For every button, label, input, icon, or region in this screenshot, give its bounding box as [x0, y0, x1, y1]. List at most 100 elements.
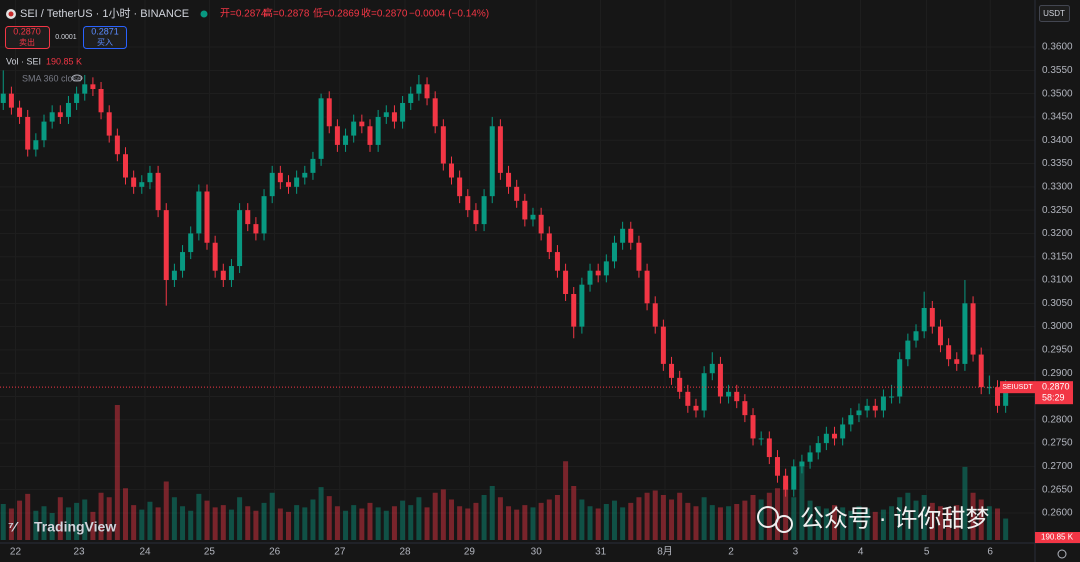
volume-bar [245, 506, 251, 540]
candle-body [33, 140, 39, 150]
candle-body [734, 391, 740, 402]
volume-bar [212, 507, 218, 540]
volume-bar [473, 502, 479, 540]
volume-bar [962, 466, 968, 540]
watermark-icon [757, 506, 779, 528]
candle-body [563, 270, 569, 294]
settings-icon[interactable] [1057, 549, 1067, 559]
volume-bar [921, 495, 927, 540]
volume-bar [489, 486, 495, 540]
candle-body [114, 135, 120, 155]
candle-body [383, 112, 389, 117]
candle-body [131, 177, 137, 187]
logo-mark: ⁷⁄ [8, 519, 19, 535]
volume-tag-label: 190.85 K [1041, 533, 1074, 542]
candle-body [538, 214, 544, 234]
candles [0, 70, 1035, 497]
currency[interactable]: USDT [1043, 9, 1065, 18]
candle-body [709, 363, 715, 374]
volume-bar [171, 497, 177, 540]
volume-bar [880, 509, 886, 540]
candle-body [465, 196, 471, 211]
candle-body [269, 172, 275, 197]
candle-body [872, 405, 878, 411]
volume-bar [628, 502, 634, 540]
x-tick-label: 6 [987, 547, 993, 558]
candle-body [766, 438, 772, 458]
volume-bar [106, 497, 112, 540]
candle-body [318, 98, 324, 159]
visibility-icon[interactable] [71, 74, 83, 82]
candle-body [669, 363, 675, 378]
y-tick-label: 0.2650 [1042, 484, 1073, 495]
volume-bar [497, 497, 503, 540]
ohlc-high: 高=0.2878 [263, 7, 310, 20]
sell-label[interactable]: 卖出 [19, 37, 35, 47]
candle-body [497, 126, 503, 173]
volume-bar [522, 505, 528, 540]
candle-body [587, 270, 593, 285]
volume-bar [49, 513, 55, 540]
volume-bar [74, 502, 80, 540]
buy-label[interactable]: 买入 [97, 38, 113, 47]
candle-body [905, 340, 911, 360]
candle-body [554, 252, 560, 271]
market-status [200, 10, 208, 18]
volume-bar [929, 502, 935, 540]
volume-bar [25, 493, 31, 540]
volume-bar [131, 505, 137, 540]
x-tick-label: 8月 [657, 546, 673, 558]
candle-body [636, 242, 642, 271]
candle-body [652, 303, 658, 327]
candle-body [774, 457, 780, 476]
candle-body [49, 112, 55, 122]
sell-price[interactable]: 0.2870 [13, 26, 41, 36]
y-tick-label: 0.2900 [1042, 368, 1073, 379]
spread: 0.0001 [55, 34, 77, 41]
buy-button[interactable] [83, 26, 127, 49]
candle-body [693, 405, 699, 411]
y-tick-label: 0.3150 [1042, 251, 1073, 262]
candle-body [180, 252, 186, 271]
volume-bar [913, 500, 919, 540]
volume-bar [465, 508, 471, 540]
volume-bar [1003, 518, 1009, 540]
volume-bar [750, 495, 756, 540]
volume-bar [693, 506, 699, 540]
candle-body [41, 121, 47, 141]
candle-body [644, 270, 650, 304]
candle-body [514, 186, 520, 201]
watermark: 公众号 · 许你甜梦 [800, 505, 989, 532]
volume-bar [823, 508, 829, 540]
volume-bar [220, 505, 226, 540]
candle-body [196, 191, 202, 234]
candle-body [807, 452, 813, 462]
x-tick-label: 24 [140, 547, 152, 558]
candle-body [375, 116, 381, 145]
volume-bar [253, 510, 259, 540]
y-tick-label: 0.3500 [1042, 88, 1073, 99]
volume-bar [595, 508, 601, 540]
volume-bar [872, 511, 878, 540]
volume-bar [995, 508, 1001, 540]
volume-bar [677, 492, 683, 540]
volume-bar [408, 505, 414, 540]
candle-body [611, 242, 617, 262]
volume-bar [285, 511, 291, 540]
sell-button[interactable] [5, 26, 50, 49]
y-tick-label: 0.3450 [1042, 112, 1073, 123]
candle-body [74, 93, 80, 103]
y-tick-label: 0.3100 [1042, 275, 1073, 286]
buy-price[interactable]: 0.2871 [91, 26, 119, 36]
currency-button[interactable] [1039, 5, 1070, 22]
volume-bar [41, 506, 47, 540]
candle-body [171, 270, 177, 281]
y-tick-label: 0.3000 [1042, 321, 1073, 332]
x-tick-label: 28 [399, 547, 411, 558]
candle-body [163, 210, 169, 281]
ohlc-close: 收=0.2870 [361, 7, 408, 20]
candle-body [685, 391, 691, 406]
volume-bar [163, 481, 169, 540]
volume-bar [840, 507, 846, 540]
